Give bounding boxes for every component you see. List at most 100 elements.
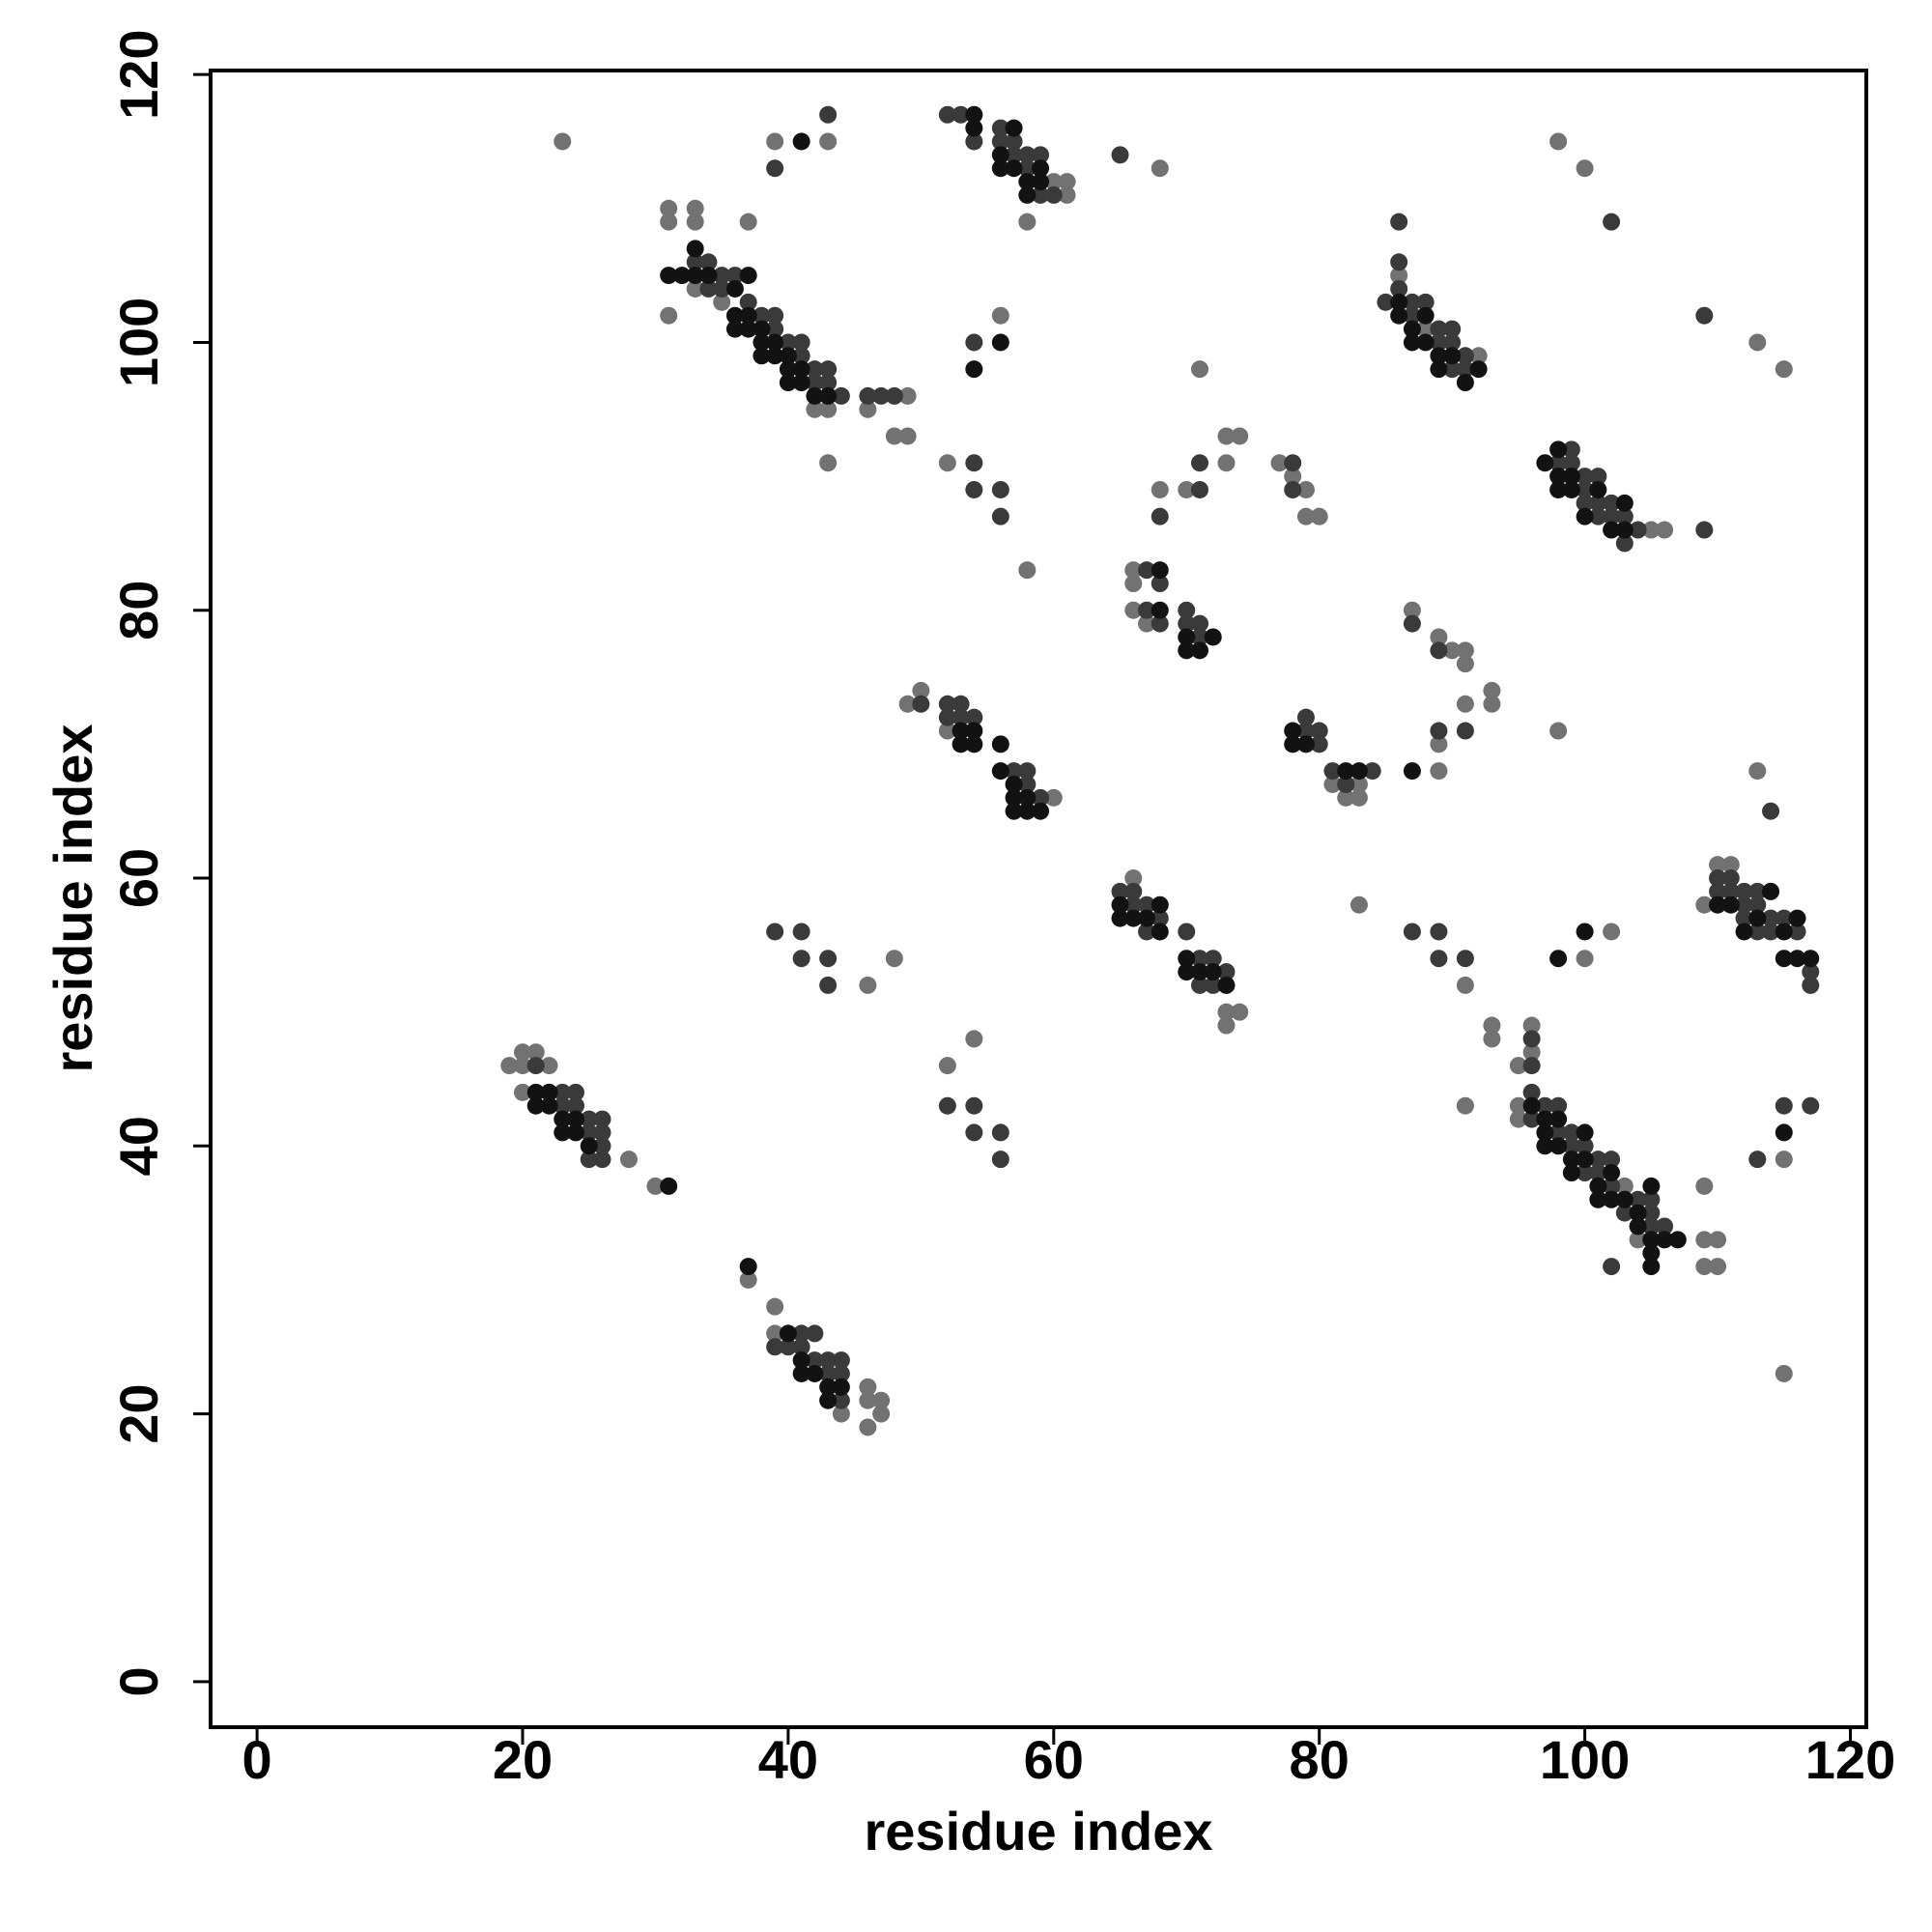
- point: [1642, 1244, 1661, 1263]
- point: [819, 1391, 838, 1409]
- point: [1217, 427, 1236, 445]
- point: [1390, 213, 1408, 231]
- point: [713, 267, 731, 285]
- point: [1615, 494, 1634, 512]
- point: [766, 923, 784, 941]
- point: [540, 1083, 558, 1101]
- point: [1629, 1204, 1647, 1222]
- point: [991, 119, 1009, 137]
- point: [819, 374, 838, 392]
- point: [1589, 1151, 1607, 1169]
- point: [1403, 306, 1421, 325]
- x-axis-title: residue index: [864, 1801, 1212, 1861]
- point: [1178, 923, 1196, 941]
- point: [1058, 185, 1076, 204]
- point: [1788, 950, 1806, 968]
- point: [1536, 454, 1554, 472]
- point: [1151, 923, 1169, 941]
- point: [1576, 1151, 1594, 1169]
- point: [898, 386, 917, 405]
- point: [566, 1096, 584, 1115]
- point: [1615, 1190, 1634, 1208]
- point: [1231, 427, 1249, 445]
- point: [1775, 1123, 1793, 1142]
- point: [766, 1297, 784, 1316]
- point: [1642, 1231, 1661, 1249]
- point: [1721, 895, 1740, 914]
- point: [1231, 1003, 1249, 1021]
- point: [580, 1123, 598, 1142]
- point: [938, 1057, 956, 1075]
- point: [1576, 1137, 1594, 1155]
- point: [1695, 521, 1714, 539]
- point: [779, 1338, 797, 1356]
- point: [1589, 494, 1607, 512]
- point: [686, 279, 704, 298]
- point: [1138, 614, 1156, 633]
- point: [938, 454, 956, 472]
- point: [792, 1338, 810, 1356]
- point: [898, 695, 917, 713]
- point: [779, 374, 797, 392]
- point: [713, 293, 731, 311]
- point: [713, 279, 731, 298]
- point: [1549, 454, 1568, 472]
- point: [1270, 454, 1289, 472]
- point: [792, 360, 810, 379]
- point: [1775, 1096, 1793, 1115]
- point: [965, 722, 983, 740]
- point: [1509, 1057, 1527, 1075]
- point: [660, 1177, 678, 1195]
- point: [1350, 775, 1368, 793]
- point: [1456, 1096, 1474, 1115]
- point: [1762, 923, 1780, 941]
- point: [1124, 909, 1143, 927]
- point: [766, 159, 784, 178]
- point: [965, 1096, 983, 1115]
- point: [1032, 173, 1050, 191]
- point: [965, 454, 983, 472]
- point: [859, 1391, 877, 1409]
- point: [1403, 614, 1421, 633]
- point: [1615, 521, 1634, 539]
- point: [660, 199, 678, 217]
- point: [1044, 185, 1063, 204]
- point: [1124, 895, 1143, 914]
- point: [1191, 950, 1209, 968]
- point: [1603, 1151, 1621, 1169]
- point: [1178, 601, 1196, 619]
- point: [792, 1364, 810, 1382]
- point: [1576, 507, 1594, 526]
- point: [1191, 976, 1209, 994]
- point: [1151, 895, 1169, 914]
- point: [1562, 1151, 1580, 1169]
- point: [1483, 681, 1501, 699]
- point: [1615, 507, 1634, 526]
- y-tick-label: 0: [108, 1666, 169, 1696]
- point: [1709, 882, 1727, 900]
- point: [1337, 788, 1355, 807]
- point: [1430, 735, 1448, 753]
- point: [1615, 1177, 1634, 1195]
- point: [991, 132, 1009, 151]
- point: [1124, 574, 1143, 592]
- point: [819, 132, 838, 151]
- point: [739, 320, 757, 338]
- point: [1483, 1016, 1501, 1035]
- point: [1430, 320, 1448, 338]
- point: [1576, 950, 1594, 968]
- point: [1005, 119, 1023, 137]
- point: [832, 1391, 850, 1409]
- point: [806, 360, 824, 379]
- point: [952, 735, 970, 753]
- point: [819, 386, 838, 405]
- point: [1390, 293, 1408, 311]
- point: [766, 347, 784, 365]
- point: [1562, 1123, 1580, 1142]
- point: [660, 306, 678, 325]
- point: [819, 950, 838, 968]
- point: [1430, 347, 1448, 365]
- point: [779, 333, 797, 352]
- point: [1456, 360, 1474, 379]
- point: [646, 1177, 665, 1195]
